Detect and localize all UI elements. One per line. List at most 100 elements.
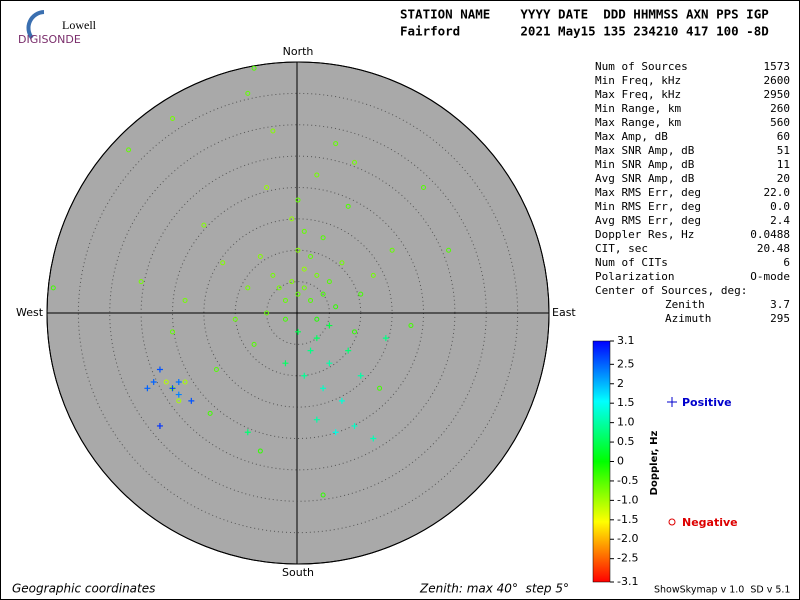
footer-middle: Zenith: max 40° step 5° [419,582,569,596]
source-point [313,335,320,342]
source-point [308,254,314,260]
colorbar-tick-label: -2.0 [617,532,638,545]
source-point [251,65,257,71]
source-point [170,115,175,121]
colorbar-tick-label: -2.5 [617,552,638,565]
source-point [144,385,151,392]
stat-value: 3.7 [770,298,790,311]
source-point [201,222,207,228]
direction-label: East [552,306,576,319]
stat-value: 20 [777,172,790,185]
stat-value: 22.0 [764,186,791,199]
stat-label: Min RMS Err, deg [595,200,701,213]
header-line: STATION NAME YYYY DATE DDD HHMMSS AXN PP… [400,7,769,22]
stat-label: Num of Sources [595,60,688,73]
source-point [295,328,301,335]
source-point [314,172,320,178]
source-point [421,185,426,190]
source-point [314,272,320,278]
logo-bottom: DIGISONDE [18,33,81,46]
stat-value: 1573 [764,60,791,73]
source-point [264,185,270,190]
colorbar-tick-label: -1.5 [617,513,638,526]
legend-label: Positive [682,396,732,409]
colorbar-tick-label: -1.0 [617,493,638,506]
stat-value: 51 [777,144,790,157]
source-point [289,279,295,285]
source-point [351,422,358,429]
colorbar-tick-label: 0 [617,455,624,468]
source-point [326,360,333,367]
logo-top: Lowell [62,18,97,32]
stat-label: Avg RMS Err, deg [595,214,701,227]
direction-label: North [283,45,314,58]
source-point [314,316,320,322]
source-point [169,385,176,392]
source-point [345,203,351,209]
colorbar-tick-label: 3.1 [617,334,635,347]
source-point [333,304,339,310]
colorbar-label: Doppler, Hz [649,431,660,496]
stat-label: Center of Sources, deg: [595,284,747,297]
colorbar-tick-label: 2.5 [617,357,635,370]
stat-value: 0.0 [770,200,790,213]
stat-label: Azimuth [665,312,711,325]
colorbar-tick-label: -0.5 [617,474,638,487]
source-point [370,435,377,442]
source-point [251,341,257,347]
stat-label: Min Freq, kHz [595,74,681,87]
colorbar-tick-label: 1.5 [617,396,635,409]
source-point [295,197,301,203]
stat-label: Min Range, km [595,102,681,115]
source-point [377,385,383,391]
source-point [245,285,251,291]
source-point [170,329,175,335]
stat-value: 260 [770,102,790,115]
source-point [338,397,345,404]
stat-value: 60 [777,130,790,143]
source-point [370,272,376,278]
source-point [264,310,270,316]
colorbar-tick-label: -3.1 [617,575,638,588]
stat-value: 2600 [764,74,791,87]
footer-right: ShowSkymap v 1.0 SD v 5.1 [654,585,790,596]
stat-value: 2950 [764,88,791,101]
logo-swoosh [26,10,45,40]
colorbar-tick-label: 2 [617,377,624,390]
source-point [313,416,320,423]
source-point [257,254,263,260]
source-point [270,128,276,134]
source-point [382,335,389,342]
source-point [176,398,182,404]
source-point [332,429,339,436]
source-point [351,329,357,335]
stat-value: 295 [770,312,790,325]
source-point [289,216,295,222]
source-point [232,316,238,322]
source-point [175,391,182,398]
source-point [50,285,56,291]
source-point [308,297,314,303]
source-point [295,291,301,297]
direction-label: South [282,566,314,579]
colorbar-tick-label: 1.0 [617,416,635,429]
source-point [276,285,282,291]
stat-label: Max RMS Err, deg [595,186,701,199]
source-point [408,323,414,329]
source-point [345,347,352,354]
source-point [301,228,307,234]
stat-label: Max Freq, kHz [595,88,681,101]
stat-label: Max Range, km [595,116,681,129]
source-point [320,385,327,392]
source-point [245,90,251,96]
footer-left: Geographic coordinates [12,582,155,596]
header-line: Fairford 2021 May15 135 234210 417 100 -… [400,24,769,39]
source-point [188,397,195,404]
source-point [301,285,307,291]
source-point [320,291,326,297]
source-point [126,147,132,153]
stat-label: Doppler Res, Hz [595,228,694,241]
legend-label: Negative [682,516,738,529]
